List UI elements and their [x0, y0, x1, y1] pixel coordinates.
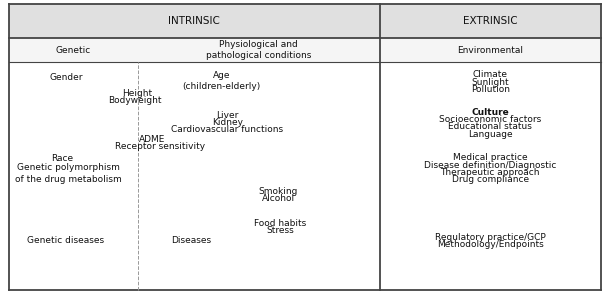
Text: Height: Height [123, 89, 152, 98]
Text: Genetic: Genetic [56, 46, 91, 55]
Text: Climate: Climate [473, 71, 508, 79]
Text: Culture: Culture [472, 108, 509, 117]
Text: Age
(children-elderly): Age (children-elderly) [182, 71, 260, 91]
Text: INTRINSIC: INTRINSIC [168, 16, 220, 26]
Text: Genetic diseases: Genetic diseases [27, 236, 104, 245]
Text: Language: Language [468, 130, 512, 138]
Text: Cardiovascular functions: Cardiovascular functions [171, 125, 284, 134]
Text: Gender: Gender [49, 73, 82, 82]
Text: ADME: ADME [139, 135, 166, 144]
Text: Sunlight: Sunlight [472, 78, 509, 87]
Text: Smoking: Smoking [259, 187, 298, 196]
Text: Alcohol: Alcohol [262, 194, 295, 203]
Text: Educational status: Educational status [448, 122, 533, 131]
Text: Receptor sensitivity: Receptor sensitivity [115, 142, 206, 151]
Text: Therapeutic approach: Therapeutic approach [440, 168, 540, 177]
Text: Liver: Liver [216, 111, 239, 120]
Text: Kidney: Kidney [212, 118, 243, 127]
Text: Diseases: Diseases [171, 236, 212, 245]
Text: Bodyweight: Bodyweight [108, 96, 162, 106]
Text: Medical practice: Medical practice [453, 153, 528, 163]
Bar [379, 38, 601, 62]
Bar [9, 38, 379, 62]
Text: Stress: Stress [266, 226, 294, 235]
Text: Genetic polymorphism
of the drug metabolism: Genetic polymorphism of the drug metabol… [15, 163, 122, 183]
Text: Race: Race [51, 154, 73, 163]
Bar [9, 4, 379, 38]
Text: Regulatory practice/GCP: Regulatory practice/GCP [435, 233, 546, 242]
Text: Disease definition/Diagnostic: Disease definition/Diagnostic [424, 161, 556, 170]
Text: Pollution: Pollution [471, 85, 510, 94]
Text: Food habits: Food habits [254, 219, 306, 228]
Text: Methodology/Endpoints: Methodology/Endpoints [437, 240, 544, 250]
Text: EXTRINSIC: EXTRINSIC [463, 16, 518, 26]
Text: Socioeconomic factors: Socioeconomic factors [439, 115, 542, 124]
Bar [379, 4, 601, 38]
Text: Physiological and
pathological conditions: Physiological and pathological condition… [206, 40, 311, 60]
Text: Drug compliance: Drug compliance [452, 175, 529, 184]
Text: Environmental: Environmental [458, 46, 523, 55]
